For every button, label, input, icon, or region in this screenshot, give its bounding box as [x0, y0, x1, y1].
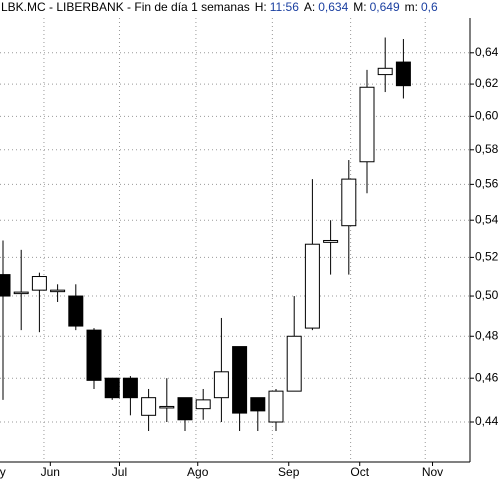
- candle-body: [0, 274, 11, 297]
- candle-body: [323, 239, 339, 243]
- x-tick-label: Jun: [41, 465, 60, 479]
- candle-body: [159, 405, 175, 409]
- candle-body: [359, 86, 375, 163]
- candle-body: [286, 335, 302, 392]
- x-tick-label: Nov: [422, 465, 443, 479]
- y-tick-label: 0,54: [475, 212, 499, 226]
- info-value: 0,649: [370, 0, 400, 14]
- x-tick-label: Oct: [350, 465, 369, 479]
- candle-body: [395, 61, 411, 87]
- candle-body: [104, 377, 120, 399]
- candle-body: [13, 291, 29, 295]
- info-label: A:: [304, 0, 315, 14]
- y-tick-label: 0,52: [475, 250, 499, 264]
- candle-body: [86, 329, 102, 381]
- candle-body: [68, 295, 84, 327]
- y-tick-label: 0,46: [475, 370, 499, 384]
- y-tick-label: 0,58: [475, 142, 499, 156]
- y-tick-label: 0,56: [475, 177, 499, 191]
- candle-body: [213, 371, 229, 399]
- candle-body: [50, 289, 66, 293]
- y-tick-label: 0,44: [475, 414, 499, 428]
- y-tick-label: 0,50: [475, 288, 499, 302]
- info-label: M:: [353, 0, 366, 14]
- y-tick-label: 0,64: [475, 45, 499, 59]
- info-label: H:: [255, 0, 267, 14]
- candle-body: [195, 399, 211, 410]
- candle-body: [341, 178, 357, 227]
- info-value: 0,634: [318, 0, 348, 14]
- header: LBK.MC - LIBERBANK - Fin de día 1 semana…: [0, 0, 504, 17]
- candle-body: [122, 377, 138, 399]
- x-tick-label: Sep: [278, 465, 300, 479]
- candle-body: [31, 276, 47, 291]
- candle-body: [377, 67, 393, 76]
- y-tick-label: 0,48: [475, 328, 499, 342]
- y-tick-label: 0,62: [475, 76, 499, 90]
- info-value: 0,6: [421, 0, 438, 14]
- candle-body: [250, 397, 266, 412]
- x-tick-label: Jul: [112, 465, 127, 479]
- x-tick-label: Ago: [187, 465, 209, 479]
- candle-body: [232, 346, 248, 414]
- info-label: m:: [405, 0, 418, 14]
- y-tick-label: 0,60: [475, 109, 499, 123]
- candle-body: [304, 243, 320, 329]
- candle-body: [268, 390, 284, 423]
- x-tick-label: ay: [0, 465, 6, 479]
- chart-title: LBK.MC - LIBERBANK - Fin de día 1 semana…: [1, 0, 250, 14]
- info-value: 11:56: [270, 0, 299, 14]
- candle-body: [177, 397, 193, 421]
- header-bar: [0, 0, 504, 17]
- candle-body: [141, 397, 157, 416]
